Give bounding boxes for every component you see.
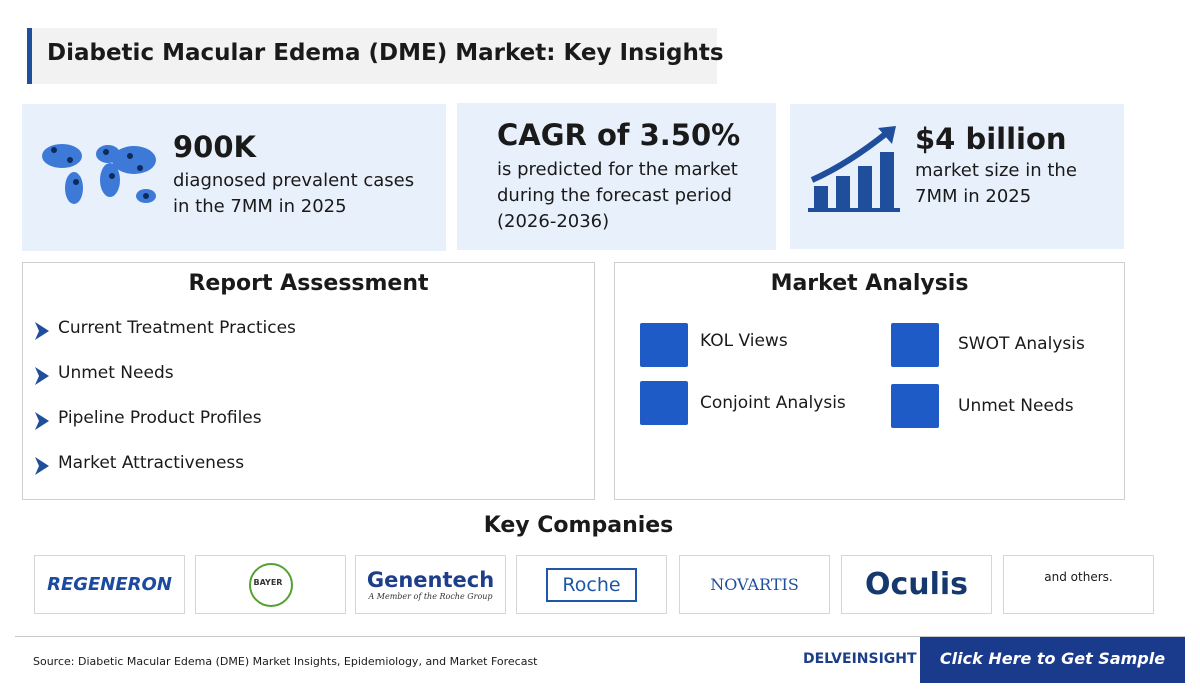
analysis-item: Unmet Needs — [958, 396, 1074, 416]
panel-title: Report Assessment — [188, 271, 429, 296]
logo: Oculis — [841, 555, 992, 614]
swot-icon — [891, 323, 939, 367]
bayer-circle: BAYER — [248, 562, 293, 607]
stat-text: is predicted for the market during the f… — [497, 159, 738, 232]
conjoint-icon — [640, 381, 688, 425]
chevron-icon — [35, 322, 49, 340]
analysis-item: KOL Views — [700, 331, 788, 351]
logo-subtext: A Member of the Roche Group — [368, 592, 493, 601]
chevron-icon — [35, 412, 49, 430]
logo-text: Roche — [546, 567, 637, 602]
logo: Genentech A Member of the Roche Group — [355, 555, 506, 614]
title-box — [27, 28, 717, 84]
stat-text: diagnosed prevalent cases in the 7MM in … — [173, 170, 415, 217]
analysis-item: SWOT Analysis — [958, 334, 1085, 354]
stat-card — [457, 103, 776, 250]
unmet-icon — [891, 384, 939, 428]
logo-text: and others. — [1044, 570, 1113, 584]
logo-text: REGENERON — [47, 574, 172, 595]
chevron-icon — [35, 367, 49, 385]
section-title: Key Companies — [483, 513, 674, 538]
assessment-item: Market Attractiveness — [58, 453, 245, 473]
kol-icon — [640, 323, 688, 367]
analysis-item: Conjoint Analysis — [700, 393, 846, 413]
logo: BAYER — [195, 555, 346, 614]
assessment-item: Pipeline Product Profiles — [58, 408, 262, 428]
panel-title: Market Analysis — [770, 271, 969, 296]
logo-text: Genentech — [366, 568, 495, 592]
brand: DELVEINSIGHT — [803, 651, 917, 667]
analysis-panel: Market Analysis — [614, 262, 1125, 500]
world-map-icon — [42, 144, 156, 204]
logo: REGENERON — [34, 555, 185, 614]
logo: Roche — [516, 555, 667, 614]
stat-headline: CAGR of 3.50% — [497, 118, 741, 152]
logo-text: Oculis — [864, 567, 969, 602]
logo-text: NOVARTIS — [710, 575, 799, 594]
footer-rule — [15, 636, 1185, 637]
stat-text: market size in the 7MM in 2025 — [915, 160, 1077, 207]
logo: NOVARTIS — [679, 555, 830, 614]
source: Source: Diabetic Macular Edema (DME) Mar… — [33, 655, 538, 668]
stat-headline: 900K — [173, 130, 257, 164]
report-panel: Report Assessment — [22, 262, 595, 500]
page-title: Diabetic Macular Edema (DME) Market: Key… — [47, 40, 724, 66]
stat-headline: $4 billion — [915, 122, 1067, 156]
logo: and others. — [1003, 555, 1154, 614]
stat-card — [22, 104, 446, 251]
assessment-item: Unmet Needs — [58, 363, 174, 383]
assessment-item: Current Treatment Practices — [58, 318, 296, 338]
growth-icon — [808, 126, 900, 212]
logo-text: BAYER — [253, 577, 283, 587]
cta-button[interactable]: Click Here to Get Sample Page — [920, 637, 1185, 683]
chevron-icon — [35, 457, 49, 475]
